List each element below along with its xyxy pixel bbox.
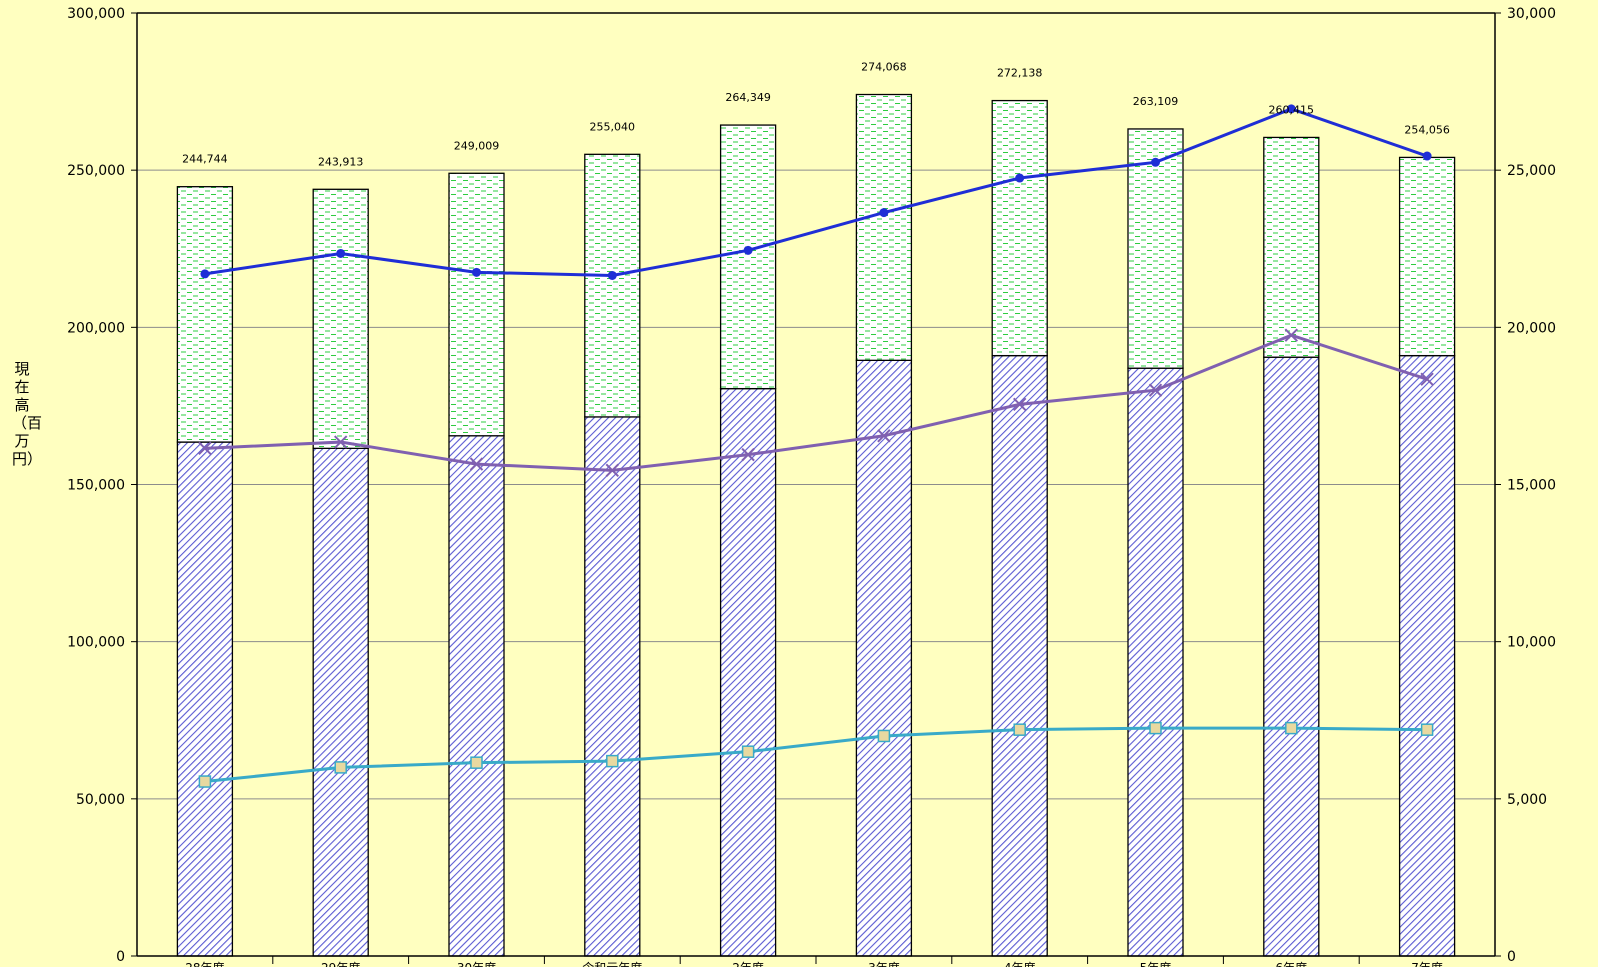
x-tick-label: 28年度	[185, 960, 224, 967]
line-point-1	[743, 245, 753, 255]
bar-segment-2	[584, 153, 641, 418]
bar-segment-2	[1398, 156, 1456, 357]
line-point-1	[1286, 104, 1296, 114]
line-point-3	[198, 775, 212, 788]
line-point-1	[1015, 173, 1025, 183]
line-point-3	[1420, 723, 1434, 736]
y2-tick-label: 20,000	[1507, 320, 1556, 336]
bar-segment-2	[1263, 136, 1320, 358]
line-point-3	[877, 729, 891, 743]
line-series-3	[204, 726, 1428, 784]
bar-total-label: 254,056	[1404, 123, 1450, 136]
y-tick-label: 150,000	[67, 478, 125, 494]
bar-segment-2	[312, 188, 369, 450]
x-tick-label: 2年度	[732, 960, 764, 967]
bar-segment-1	[312, 447, 369, 957]
line-point-1	[1151, 157, 1160, 167]
x-tick-label: 30年度	[457, 960, 496, 967]
bar-segment-1	[176, 441, 234, 957]
y2-tick-label: 10,000	[1507, 635, 1556, 651]
x-tick-label: 4年度	[1004, 960, 1036, 967]
y2-tick-label: 25,000	[1507, 163, 1556, 179]
bar-total-label: 249,009	[454, 139, 500, 152]
line-point-3	[334, 761, 347, 774]
line-point-1	[607, 270, 617, 280]
line-point-3	[470, 756, 483, 769]
line-point-2	[1012, 397, 1027, 412]
x-tick-label: 令和元年度	[582, 960, 642, 967]
y2-tick-label: 15,000	[1507, 478, 1556, 494]
line-point-3	[741, 745, 755, 758]
line-point-2	[333, 435, 348, 449]
bar-segment-1	[1263, 356, 1320, 957]
line-point-3	[1149, 721, 1162, 735]
bar-segment-1	[991, 354, 1048, 957]
line-series-2	[204, 333, 1428, 472]
bar-segment-1	[719, 387, 777, 957]
bar-segment-1	[584, 416, 641, 957]
x-tick-label: 29年度	[321, 960, 360, 967]
y-tick-label: 250,000	[67, 163, 125, 179]
line-point-1	[1422, 151, 1432, 161]
bar-segment-1	[448, 435, 505, 957]
line-point-2	[1148, 383, 1163, 397]
line-point-1	[879, 208, 889, 218]
bar-segment-1	[1127, 367, 1184, 957]
line-point-2	[605, 463, 620, 478]
bar-total-label: 243,913	[318, 155, 364, 168]
x-tick-label: 5年度	[1140, 960, 1172, 967]
line-series-1	[204, 107, 1428, 277]
line-point-1	[200, 269, 210, 279]
line-point-2	[1420, 372, 1434, 386]
bar-segment-1	[855, 359, 913, 957]
y2-tick-label: 5,000	[1507, 792, 1547, 808]
bar-segment-2	[176, 186, 234, 443]
bar-segment-2	[991, 99, 1048, 357]
y-tick-label: 100,000	[67, 635, 125, 651]
y-tick-label: 200,000	[67, 320, 125, 336]
bar-segment-2	[719, 124, 777, 390]
line-point-3	[606, 754, 619, 768]
bar-segment-2	[855, 93, 913, 361]
y-tick-label: 300,000	[67, 6, 125, 22]
line-point-2	[741, 447, 755, 462]
y-tick-label: 50,000	[76, 792, 125, 808]
bar-total-label: 272,138	[997, 67, 1043, 80]
x-tick-label: 7年度	[1411, 960, 1443, 967]
y2-tick-label: 30,000	[1507, 6, 1556, 22]
line-point-1	[472, 267, 481, 277]
line-point-2	[198, 441, 212, 456]
line-point-3	[1013, 723, 1026, 736]
bar-total-label: 264,349	[725, 91, 771, 104]
bar-segment-2	[1127, 128, 1184, 369]
bar-total-label: 244,744	[182, 153, 228, 166]
line-point-3	[1285, 721, 1298, 735]
line-point-2	[877, 429, 891, 443]
x-tick-label: 3年度	[868, 960, 900, 967]
line-point-1	[336, 248, 346, 258]
y2-tick-label: 0	[1507, 949, 1516, 965]
bar-segment-1	[1398, 354, 1456, 957]
bar-total-label: 263,109	[1133, 95, 1179, 108]
bar-total-label: 255,040	[590, 120, 636, 133]
bar-segment-2	[448, 172, 505, 437]
x-tick-label: 6年度	[1275, 960, 1307, 967]
line-point-2	[469, 457, 484, 471]
bar-total-label: 260,415	[1269, 103, 1315, 116]
line-point-2	[1284, 328, 1299, 342]
bar-total-label: 274,068	[861, 61, 907, 74]
y-tick-label: 0	[116, 949, 125, 965]
